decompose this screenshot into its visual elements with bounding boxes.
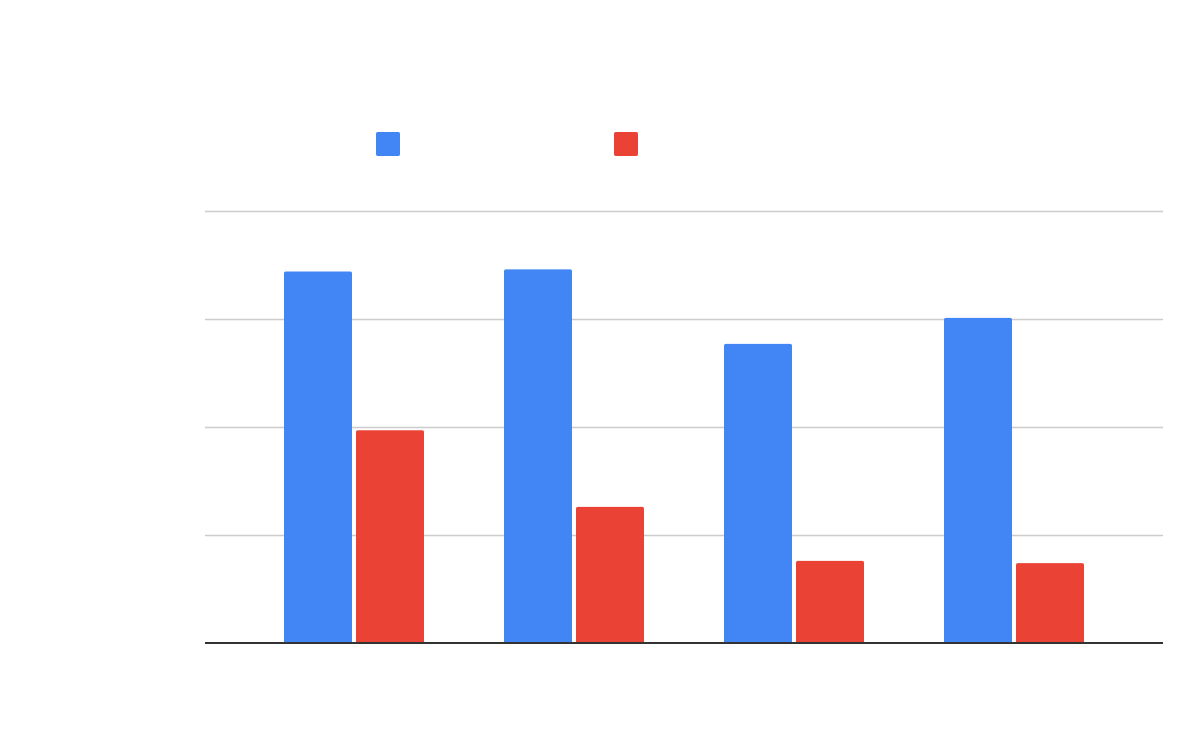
bar-series-1 <box>724 343 792 643</box>
legend-swatch-series-1 <box>376 132 400 156</box>
bar-series-1 <box>504 269 572 643</box>
bar-series-2 <box>1016 563 1084 643</box>
bar-series-2 <box>356 430 424 643</box>
legend <box>376 132 638 156</box>
bar-series-1 <box>944 317 1012 643</box>
bar-series-2 <box>796 560 864 643</box>
legend-swatch-series-2 <box>614 132 638 156</box>
bars <box>205 269 1163 644</box>
bar-series-1 <box>284 271 352 643</box>
bar-series-2 <box>576 506 644 643</box>
